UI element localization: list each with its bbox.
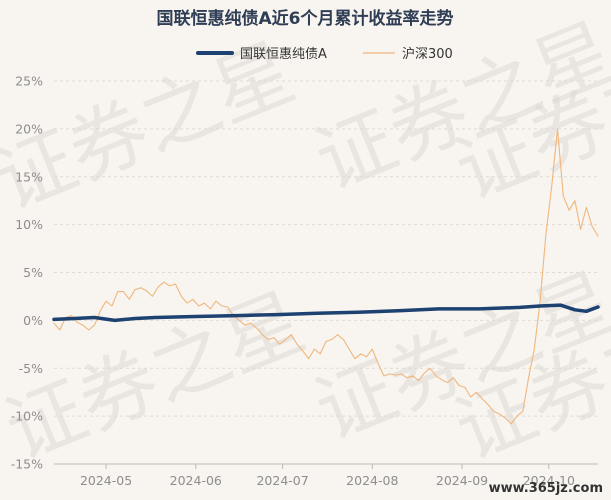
x-tick-label: 2024-06	[170, 473, 222, 488]
chart-title: 国联恒惠纯债A近6个月累计收益率走势	[157, 8, 454, 29]
x-tick-label: 2024-08	[346, 473, 398, 488]
series-line-fund	[52, 303, 600, 323]
watermark-text: 证券之星	[0, 277, 316, 477]
legend-label-fund: 国联恒惠纯债A	[240, 47, 327, 62]
grid	[54, 80, 598, 465]
x-tick-label: 2024-07	[256, 473, 308, 488]
source-tag: www.365jz.com	[489, 481, 603, 496]
y-tick-label: -5%	[19, 361, 43, 376]
y-tick-label: -15%	[11, 457, 43, 472]
x-tick-label: 2024-05	[80, 473, 132, 488]
legend-label-index: 沪深300	[402, 46, 453, 62]
y-tick-label: 10%	[15, 217, 43, 232]
y-tick-label: 0%	[23, 313, 43, 328]
y-tick-label: -10%	[11, 409, 43, 424]
y-axis-ticks: 25% 20% 15% 10% 5% 0% -5% -10% -15%	[11, 74, 43, 472]
y-tick-label: 5%	[23, 265, 43, 280]
x-tick-label: 2024-10	[523, 473, 575, 488]
y-tick-label: 25%	[15, 74, 43, 89]
legend: 国联恒惠纯债A 沪深300	[196, 46, 453, 62]
series-line-index	[53, 128, 599, 425]
x-tick-label: 2024-09	[436, 473, 488, 488]
y-tick-label: 20%	[15, 121, 43, 136]
x-axis-ticks: 2024-05 2024-06 2024-07 2024-08 2024-09 2024-…	[80, 464, 575, 488]
series	[52, 128, 600, 425]
y-tick-label: 15%	[15, 169, 43, 184]
